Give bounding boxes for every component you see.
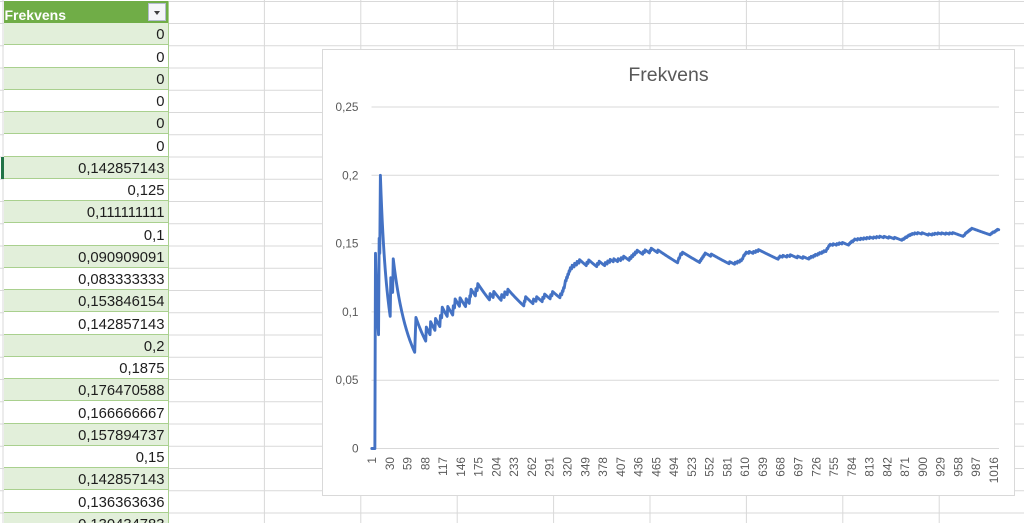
svg-text:755: 755 — [827, 457, 841, 477]
svg-text:0,1: 0,1 — [342, 305, 358, 319]
svg-text:0,2: 0,2 — [342, 168, 358, 182]
svg-text:436: 436 — [632, 457, 646, 477]
svg-text:88: 88 — [418, 457, 432, 471]
svg-text:813: 813 — [863, 457, 877, 477]
svg-text:262: 262 — [525, 457, 539, 477]
svg-text:320: 320 — [560, 457, 574, 477]
svg-text:552: 552 — [703, 457, 717, 477]
svg-text:784: 784 — [845, 457, 859, 477]
svg-text:30: 30 — [383, 457, 397, 471]
svg-text:726: 726 — [809, 457, 823, 477]
svg-text:0,05: 0,05 — [336, 373, 359, 387]
svg-text:958: 958 — [951, 457, 965, 477]
svg-text:0: 0 — [352, 442, 359, 456]
svg-text:117: 117 — [436, 457, 450, 476]
svg-text:610: 610 — [738, 457, 752, 477]
svg-text:349: 349 — [578, 457, 592, 477]
svg-text:0,25: 0,25 — [336, 100, 359, 114]
svg-text:494: 494 — [667, 457, 681, 477]
svg-text:175: 175 — [472, 457, 486, 477]
svg-text:900: 900 — [916, 457, 930, 477]
svg-text:871: 871 — [898, 457, 912, 477]
svg-text:1: 1 — [365, 457, 379, 464]
svg-text:465: 465 — [649, 457, 663, 477]
svg-text:523: 523 — [685, 457, 699, 477]
svg-text:1016: 1016 — [987, 457, 1001, 484]
svg-text:0,15: 0,15 — [336, 237, 359, 251]
svg-text:291: 291 — [543, 457, 557, 477]
svg-text:842: 842 — [880, 457, 894, 477]
svg-text:929: 929 — [934, 457, 948, 477]
svg-text:233: 233 — [507, 457, 521, 477]
svg-text:639: 639 — [756, 457, 770, 477]
svg-text:407: 407 — [614, 457, 628, 477]
svg-text:204: 204 — [489, 457, 503, 477]
svg-text:987: 987 — [969, 457, 983, 477]
svg-text:668: 668 — [774, 457, 788, 477]
svg-text:581: 581 — [720, 457, 734, 477]
svg-text:378: 378 — [596, 457, 610, 477]
svg-text:59: 59 — [401, 457, 415, 470]
svg-text:146: 146 — [454, 457, 468, 477]
svg-text:697: 697 — [792, 457, 806, 477]
